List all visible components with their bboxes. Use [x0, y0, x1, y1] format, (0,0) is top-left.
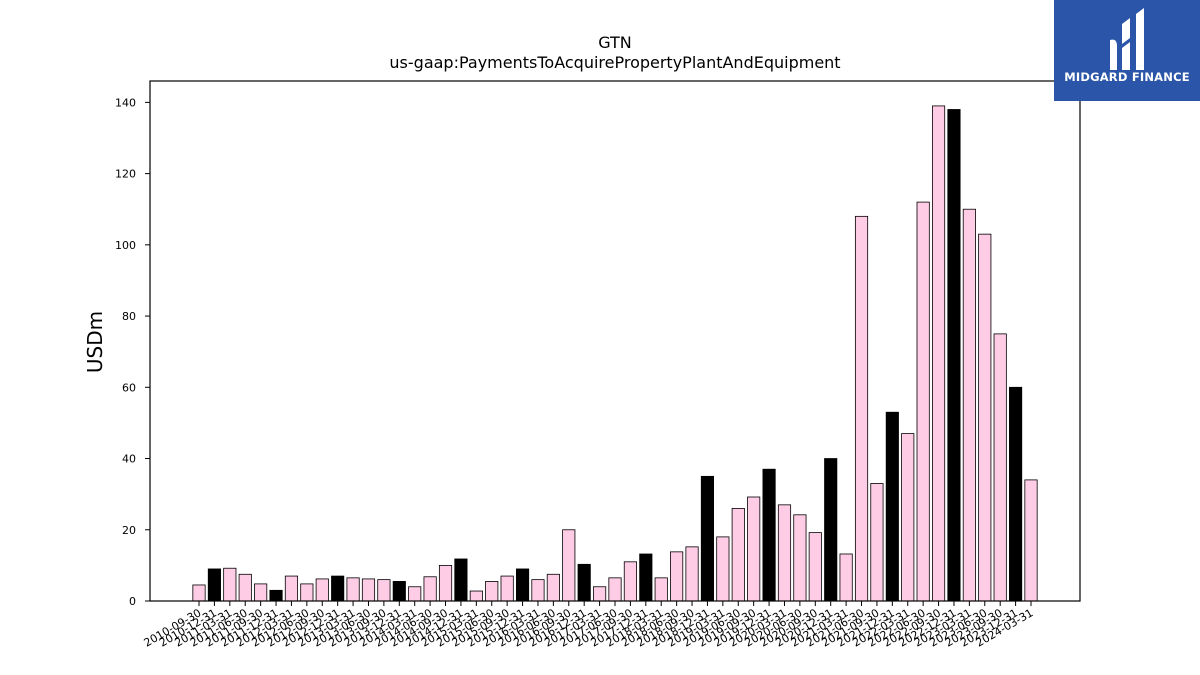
bar-2020-03-31: [777, 504, 792, 602]
bar-2013-03-31: [346, 577, 360, 602]
bar-2023-03-31: [962, 208, 976, 602]
bar-2024-03-31: [1024, 479, 1038, 602]
bar-2012-03-31: [284, 575, 299, 602]
bar-2012-09-30: [315, 578, 329, 602]
bar-2013-06-30: [361, 578, 376, 602]
bar-2023-09-30: [993, 333, 1007, 602]
bar-2017-06-30: [608, 577, 622, 602]
brand-logo: MIDGARD FINANCE: [1054, 0, 1200, 101]
y-tick-label: 60: [122, 381, 136, 394]
bar-2021-12-31: [885, 411, 899, 602]
bar-2022-12-31: [947, 109, 961, 602]
y-tick-label: 80: [122, 310, 136, 323]
bar-2020-12-31: [824, 458, 838, 602]
bar-2019-06-30: [731, 507, 745, 602]
bar-2021-09-30: [870, 483, 884, 602]
bar-2014-12-31: [454, 558, 468, 602]
bar-2020-06-30: [793, 514, 807, 602]
chart-title: GTN: [598, 33, 632, 52]
bar-2013-09-30: [377, 579, 391, 602]
bar-2012-06-30: [300, 583, 314, 602]
bar-2017-09-30: [623, 561, 637, 602]
bar-2018-09-30: [685, 546, 699, 602]
bar-2021-03-31: [839, 553, 853, 602]
y-tick-label: 0: [129, 595, 136, 608]
bar-2013-12-31: [392, 581, 406, 602]
bar-2017-12-31: [639, 553, 653, 602]
plot-frame: [149, 80, 1081, 602]
bars: [192, 105, 1038, 602]
bar-2023-12-31: [1009, 386, 1023, 602]
bar-2016-12-31: [577, 563, 591, 602]
y-axis: 0 20 40 60 80 100 120 140: [115, 96, 150, 608]
bar-2014-03-31: [408, 586, 422, 602]
bar-2015-12-31: [515, 568, 530, 602]
y-tick-label: 140: [115, 96, 136, 109]
bar-2022-06-30: [916, 201, 930, 602]
bar-2019-03-31: [716, 536, 730, 602]
bar-2018-03-31: [654, 577, 668, 602]
bar-2015-06-30: [485, 581, 499, 602]
x-axis: 2010-09-302010-12-312011-03-312011-06-30…: [142, 601, 1036, 650]
bar-2011-06-30: [238, 573, 252, 602]
bar-2023-06-30: [978, 233, 992, 602]
y-tick-label: 40: [122, 453, 136, 466]
bar-2015-03-31: [469, 590, 483, 602]
bar-2018-12-31: [700, 475, 715, 602]
bar-2019-09-30: [747, 496, 761, 602]
midgard-m-logo-icon: [1110, 8, 1144, 70]
bar-2016-06-30: [546, 573, 560, 602]
chart-subtitle: us-gaap:PaymentsToAcquirePropertyPlantAn…: [389, 53, 840, 72]
bar-2015-09-30: [500, 575, 514, 602]
bar-2012-12-31: [331, 575, 345, 602]
bar-2021-06-30: [854, 215, 869, 602]
logo-text: MIDGARD FINANCE: [1064, 70, 1190, 84]
y-tick-label: 100: [115, 239, 136, 252]
bar-2018-06-30: [670, 551, 684, 602]
bar-2011-12-31: [269, 589, 283, 602]
bar-2022-09-30: [931, 105, 946, 602]
bar-2010-12-31: [207, 568, 221, 602]
bar-2011-09-30: [254, 583, 268, 602]
bar-2020-09-30: [808, 532, 822, 602]
bar-2010-09-30: [192, 584, 206, 602]
bar-2017-03-31: [593, 586, 607, 602]
y-axis-label: USDm: [83, 311, 107, 373]
y-tick-label: 20: [122, 524, 136, 537]
y-tick-label: 120: [115, 168, 136, 181]
bar-2014-09-30: [438, 564, 453, 602]
bar-2014-06-30: [423, 576, 437, 602]
bar-2019-12-31: [762, 468, 776, 602]
bar-2016-03-31: [531, 579, 545, 602]
bar-2011-03-31: [223, 567, 237, 602]
bar-2016-09-30: [562, 529, 576, 602]
bar-2022-03-31: [901, 433, 915, 602]
